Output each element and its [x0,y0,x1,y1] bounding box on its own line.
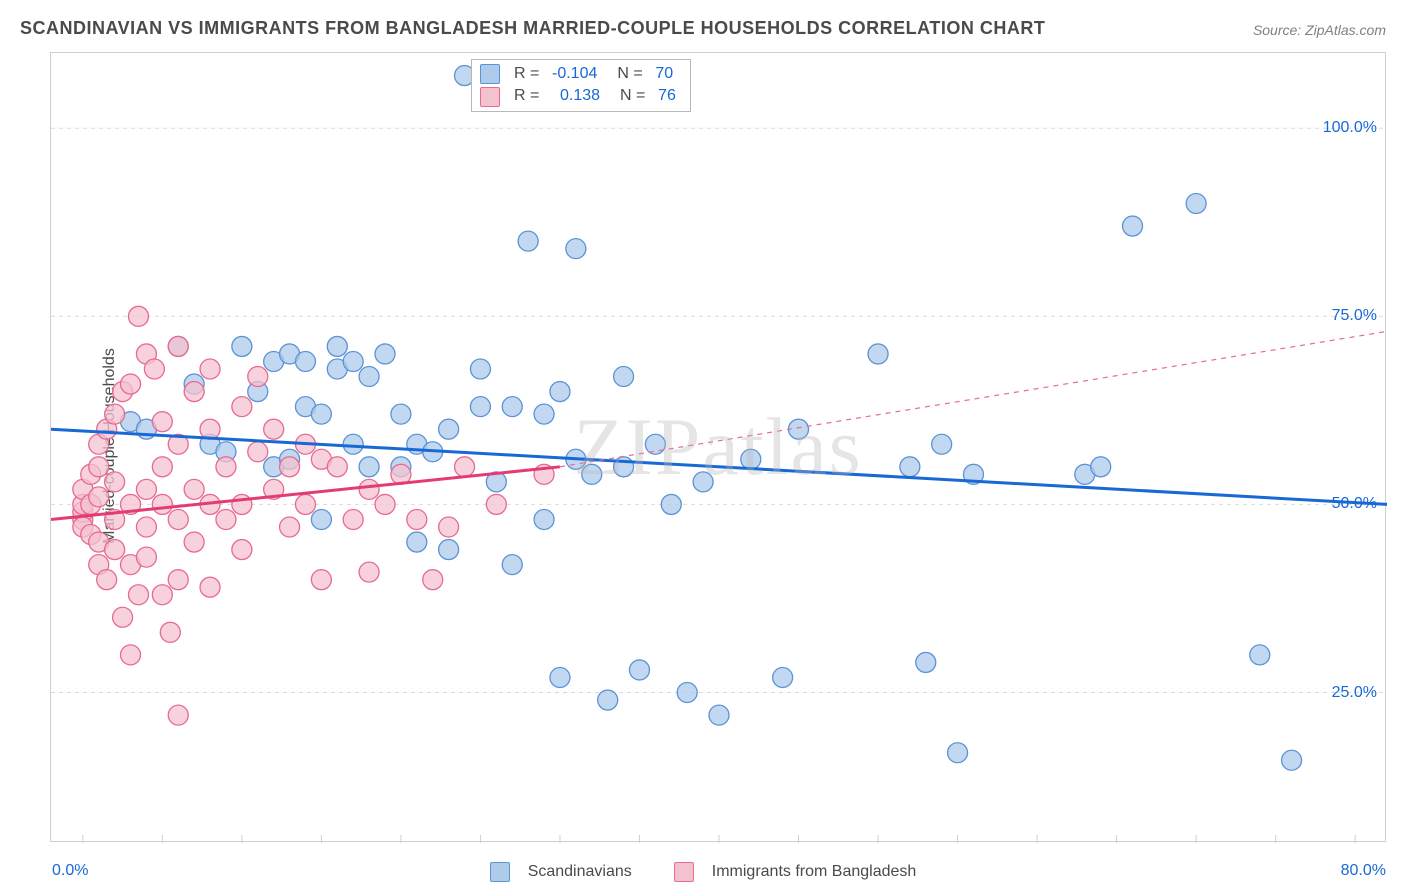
n-value: 76 [658,85,676,107]
scatter-plot [51,53,1387,843]
page: SCANDINAVIAN VS IMMIGRANTS FROM BANGLADE… [0,0,1406,892]
swatch-icon [480,87,500,107]
swatch-icon [480,64,500,84]
n-value: 70 [655,63,673,85]
correlation-legend: R = -0.104 N = 70 R = 0.138 N = 76 [471,59,691,112]
source-label: Source: ZipAtlas.com [1253,22,1386,38]
bottom-legend: Scandinavians Immigrants from Bangladesh [0,862,1406,882]
y-tick-label: 50.0% [1332,495,1377,513]
legend-label: Immigrants from Bangladesh [712,863,917,881]
legend-label: Scandinavians [528,863,632,881]
y-tick-label: 75.0% [1332,307,1377,325]
legend-row-bangladesh: R = 0.138 N = 76 [480,85,676,107]
r-value: -0.104 [552,63,597,85]
swatch-icon [490,862,510,882]
swatch-icon [674,862,694,882]
y-tick-label: 25.0% [1332,684,1377,702]
y-tick-label: 100.0% [1323,119,1377,137]
chart-title: SCANDINAVIAN VS IMMIGRANTS FROM BANGLADE… [20,18,1045,39]
plot-frame: R = -0.104 N = 70 R = 0.138 N = 76 ZIPat… [50,52,1386,842]
legend-row-scandinavian: R = -0.104 N = 70 [480,63,676,85]
r-value: 0.138 [560,85,600,107]
